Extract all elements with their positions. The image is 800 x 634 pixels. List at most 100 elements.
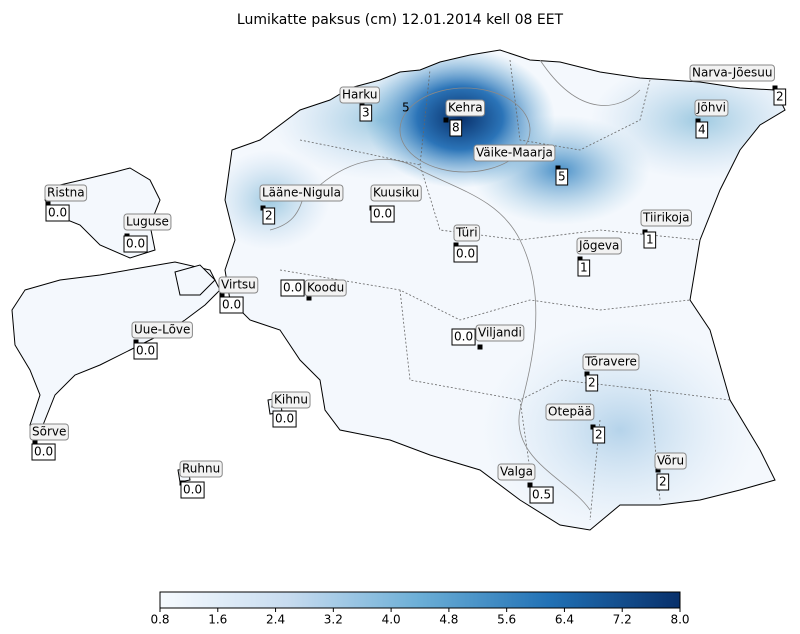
station-label-box [694, 99, 729, 117]
station-value-box [643, 231, 657, 249]
station-name: Väike-Maarja [476, 146, 553, 160]
station-value: 8 [452, 121, 460, 135]
station-marker [306, 295, 312, 301]
station-name: Kuusiku [373, 186, 419, 200]
station-value-box [219, 296, 244, 314]
station-value: 4 [698, 123, 706, 137]
station-marker [655, 467, 661, 473]
station: Luguse 0.0 [123, 213, 172, 253]
station: Lääne-Nigula 2 [259, 184, 344, 225]
station-value: 2 [588, 376, 596, 390]
station-value-box [272, 410, 297, 428]
station-marker [443, 117, 449, 123]
station: Tiirikoja 1 [640, 209, 692, 249]
station-value-box [592, 426, 606, 444]
station-value: 2 [659, 475, 667, 489]
station: Valga 0.5 [497, 463, 554, 504]
station-value: 0.0 [283, 281, 302, 295]
colorbar-tick-label: 1.6 [208, 613, 227, 627]
station-name: Türi [455, 226, 478, 240]
station-label-box [582, 353, 640, 371]
station-label-box [654, 452, 687, 470]
station: Harku 3 [339, 86, 380, 122]
station-name: Virtsu [221, 278, 256, 292]
station-label-box [370, 184, 422, 202]
station-value-box [555, 168, 569, 186]
station-label-box [475, 324, 525, 342]
station-value: 1 [580, 261, 588, 275]
station-label-box [473, 144, 556, 162]
station-value: 2 [595, 428, 603, 442]
station-name: Jõhvi [696, 101, 726, 115]
station-value: 3 [362, 106, 370, 120]
station: Kehra 8 [443, 99, 486, 137]
station-name: Harku [342, 88, 378, 102]
station-value-box [453, 245, 478, 263]
colorbar-tick-label: 8.0 [670, 613, 689, 627]
station-label-box [44, 184, 88, 202]
station-label-box [259, 184, 344, 202]
station-value-box [45, 204, 70, 222]
station-value: 0.0 [373, 207, 392, 221]
station-value-box [585, 374, 599, 392]
station-marker [555, 165, 561, 171]
station-name: Otepää [548, 405, 592, 419]
station-value: 0.0 [183, 483, 202, 497]
station-value: 0.0 [456, 247, 475, 261]
station-name: Uue-Lõve [134, 323, 190, 337]
station-name: Lääne-Nigula [262, 186, 341, 200]
station-label-box [689, 64, 775, 82]
station-value: 0.0 [222, 298, 241, 312]
station-value-box [359, 104, 373, 122]
station-label-box [29, 423, 69, 441]
station-value-box [370, 205, 395, 223]
station-value: 2 [776, 90, 784, 104]
station-value-box [451, 328, 476, 346]
station-label-box [576, 237, 622, 255]
station-marker [32, 440, 38, 446]
station-name: Luguse [126, 215, 169, 229]
station: Virtsu 0.0 [218, 276, 259, 314]
colorbar: 0.8 1.6 2.4 3.2 4.0 4.8 5.6 6.4 7.2 8.0 [150, 591, 690, 627]
station: Kuusiku 0.0 [369, 184, 422, 223]
station-marker [695, 118, 701, 124]
station-name: Koodu [307, 281, 344, 295]
station-value: 0.0 [275, 412, 294, 426]
station-label-box [640, 209, 692, 227]
colorbar-scale [159, 591, 681, 609]
station-value-box [773, 88, 787, 106]
station-label-box [131, 321, 193, 339]
station-label-box [179, 460, 223, 478]
station: Koodu 0.0 [280, 279, 347, 301]
station-value-box [133, 342, 158, 360]
colorbar-tick-label: 4.8 [439, 613, 458, 627]
station-label-box [304, 279, 347, 297]
station: Viljandi 0.0 [451, 324, 525, 350]
station-value: 0.0 [126, 237, 145, 251]
station-name: Jõgeva [578, 239, 619, 253]
colorbar-tick-label: 5.6 [497, 613, 516, 627]
station-value: 0.0 [48, 206, 67, 220]
station: Ristna 0.0 [44, 184, 88, 222]
station-value-box [262, 207, 276, 225]
station-marker [527, 482, 533, 488]
colorbar-tick-label: 0.8 [150, 613, 169, 627]
station: Tõravere 2 [582, 353, 640, 392]
station-marker [772, 85, 778, 91]
station: Narva-Jõesuu 2 [689, 64, 787, 106]
colorbar-tick-label: 3.2 [324, 613, 343, 627]
station-name: Valga [500, 465, 533, 479]
station-marker [477, 344, 483, 350]
station-label-box [218, 276, 259, 294]
station-name: Kihnu [274, 393, 308, 407]
colorbar-tick-label: 7.2 [613, 613, 632, 627]
stations: Harku 3 Kehra 8 Narva-Jõesuu 2 Jõhvi 4 Väike-Maa… [29, 64, 787, 504]
station: Uue-Lõve 0.0 [131, 321, 193, 360]
colorbar-tick-label: 6.4 [555, 613, 574, 627]
station-marker [45, 201, 51, 207]
colorbar-tick-label: 4.0 [382, 613, 401, 627]
station-name: Sõrve [32, 425, 66, 439]
station-label-box [271, 391, 311, 409]
